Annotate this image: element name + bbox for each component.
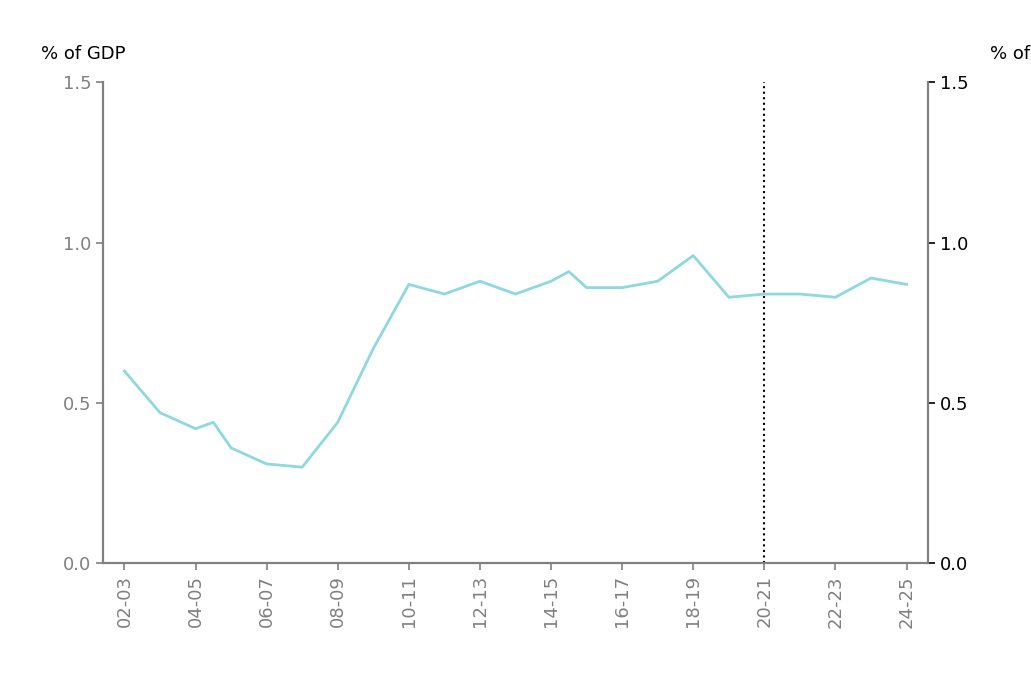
Text: % of GDP: % of GDP: [990, 45, 1031, 63]
Text: % of GDP: % of GDP: [41, 45, 126, 63]
